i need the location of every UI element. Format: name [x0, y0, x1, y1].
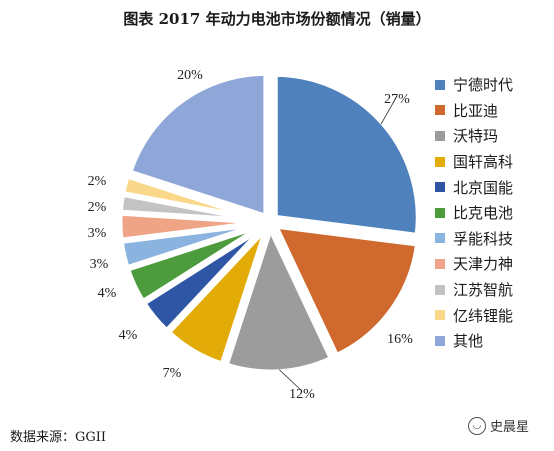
data-label-1: 27%	[384, 92, 410, 107]
wechat-icon: ◡	[468, 416, 486, 435]
legend-swatch	[435, 335, 445, 346]
chart-title: 图表 2017 年动力电池市场份额情况（销量）	[123, 10, 431, 28]
leader-line-3	[279, 369, 303, 392]
data-label-11: 20%	[177, 68, 203, 83]
legend-item: 北京国能	[435, 174, 513, 200]
legend-label: 亿纬锂能	[453, 306, 514, 325]
legend-item: 宁德时代	[435, 72, 513, 98]
legend-swatch	[435, 284, 445, 295]
legend-item: 沃特玛	[435, 123, 513, 149]
legend-swatch	[435, 310, 445, 321]
legend-label: 宁德时代	[453, 76, 514, 95]
legend-swatch	[435, 258, 445, 269]
data-label-10: 2%	[88, 174, 107, 189]
legend-item: 比克电池	[435, 200, 513, 226]
data-label-9: 2%	[88, 200, 107, 215]
legend-label: 比克电池	[453, 204, 514, 223]
legend-label: 沃特玛	[453, 127, 499, 146]
source-note: 数据来源：GGII	[10, 430, 107, 445]
pie-slice-1	[272, 71, 421, 239]
pie-slice-2	[271, 223, 421, 359]
pie-slice-10	[119, 172, 264, 223]
legend-item: 孚能科技	[435, 226, 513, 252]
chart-legend: 宁德时代比亚迪沃特玛国轩高科北京国能比克电池孚能科技天津力神江苏智航亿纬锂能其他	[435, 72, 513, 354]
legend-swatch	[435, 156, 445, 167]
legend-label: 比亚迪	[453, 101, 499, 120]
legend-swatch	[435, 182, 445, 193]
leader-line-1	[380, 95, 398, 125]
pie-slice-3	[223, 222, 335, 375]
data-label-6: 4%	[98, 286, 117, 301]
legend-swatch	[435, 130, 445, 141]
pie-slice-11	[126, 70, 269, 220]
data-label-7: 3%	[90, 257, 109, 272]
legend-item: 亿纬锂能	[435, 302, 513, 328]
legend-item: 天津力神	[435, 251, 513, 277]
data-label-8: 3%	[88, 226, 107, 241]
legend-item: 国轩高科	[435, 149, 513, 175]
legend-item: 其他	[435, 328, 513, 354]
legend-item: 比亚迪	[435, 98, 513, 124]
legend-swatch	[435, 233, 445, 244]
legend-swatch	[435, 207, 445, 218]
legend-swatch	[435, 79, 445, 90]
watermark: ◡ 史晨星	[468, 416, 529, 435]
data-label-5: 4%	[119, 328, 138, 343]
data-label-3: 12%	[289, 387, 315, 402]
legend-label: 孚能科技	[453, 229, 514, 248]
legend-label: 其他	[453, 332, 484, 351]
legend-label: 江苏智航	[453, 281, 514, 300]
data-label-4: 7%	[163, 366, 182, 381]
legend-label: 国轩高科	[453, 153, 514, 172]
data-label-2: 16%	[387, 332, 413, 347]
watermark-text: 史晨星	[490, 420, 530, 435]
legend-label: 北京国能	[453, 178, 514, 197]
legend-label: 天津力神	[453, 255, 514, 274]
legend-item: 江苏智航	[435, 277, 513, 303]
legend-swatch	[435, 105, 445, 116]
